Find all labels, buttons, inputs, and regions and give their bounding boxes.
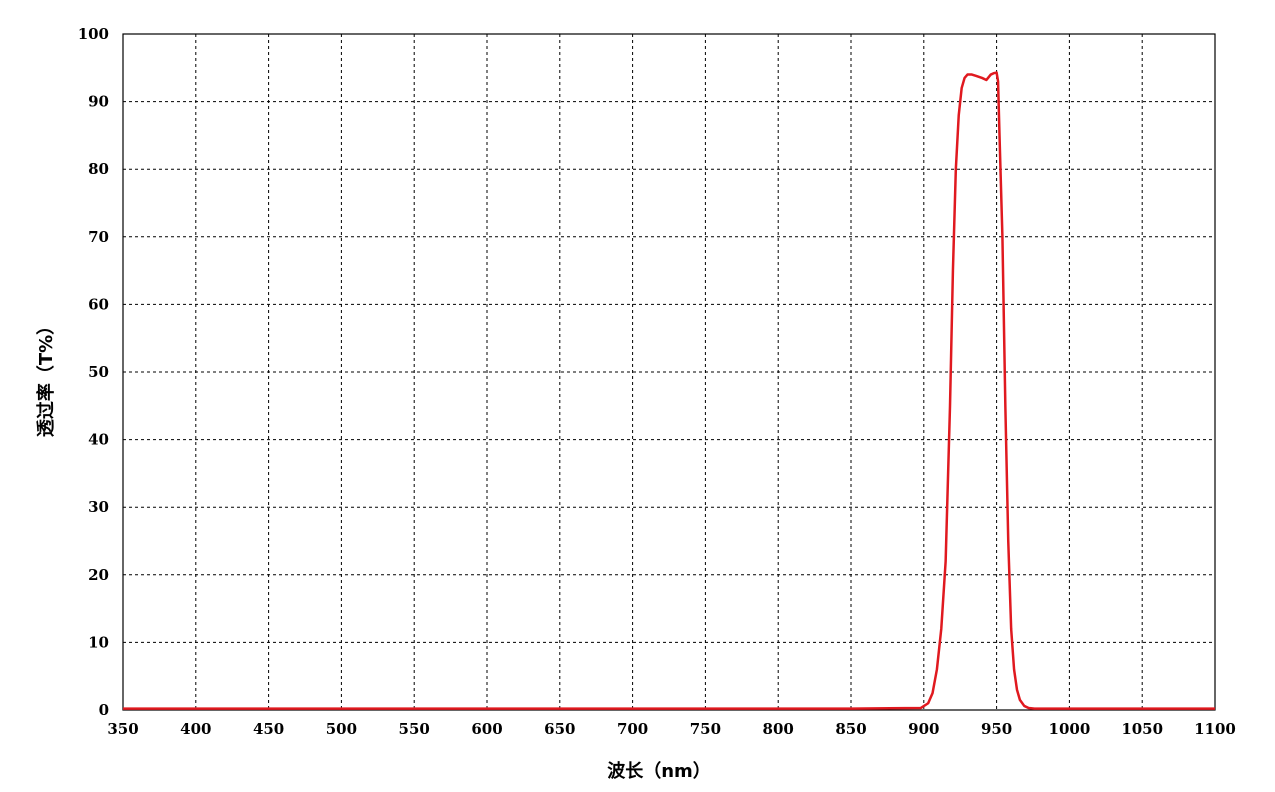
x-tick-label: 850 (835, 720, 866, 738)
x-tick-label: 950 (981, 720, 1012, 738)
y-tick-label: 60 (88, 295, 109, 313)
x-tick-label: 750 (690, 720, 721, 738)
x-axis-ticks: 350 400 450 500 550 600 650 700 750 800 850 900 950 1… (107, 720, 1236, 738)
y-axis-label: 透过率（T%） (35, 317, 57, 437)
y-tick-label: 50 (88, 363, 109, 381)
x-tick-label: 1000 (1049, 720, 1091, 738)
y-tick-label: 0 (99, 701, 109, 719)
y-tick-label: 30 (88, 498, 109, 516)
y-tick-label: 100 (78, 25, 109, 43)
grid (122, 33, 1216, 711)
y-axis-ticks: 0 10 20 30 40 50 60 70 80 90 100 (78, 25, 109, 719)
x-tick-label: 650 (544, 720, 575, 738)
y-tick-label: 70 (88, 228, 109, 246)
y-tick-label: 80 (88, 160, 109, 178)
y-tick-label: 40 (88, 431, 109, 449)
x-tick-label: 1050 (1121, 720, 1163, 738)
x-tick-label: 400 (180, 720, 211, 738)
x-tick-label: 450 (253, 720, 284, 738)
x-tick-label: 900 (908, 720, 939, 738)
y-tick-label: 10 (88, 633, 109, 651)
x-axis-label: 波长（nm） (607, 760, 711, 782)
x-tick-label: 550 (399, 720, 430, 738)
x-tick-label: 800 (763, 720, 794, 738)
x-tick-label: 700 (617, 720, 648, 738)
x-tick-label: 350 (107, 720, 138, 738)
y-tick-label: 20 (88, 566, 109, 584)
series-line (123, 71, 1215, 710)
plot-frame (122, 33, 1216, 711)
x-tick-label: 500 (326, 720, 357, 738)
x-tick-label: 1100 (1194, 720, 1236, 738)
x-tick-label: 600 (471, 720, 502, 738)
y-tick-label: 90 (88, 93, 109, 111)
